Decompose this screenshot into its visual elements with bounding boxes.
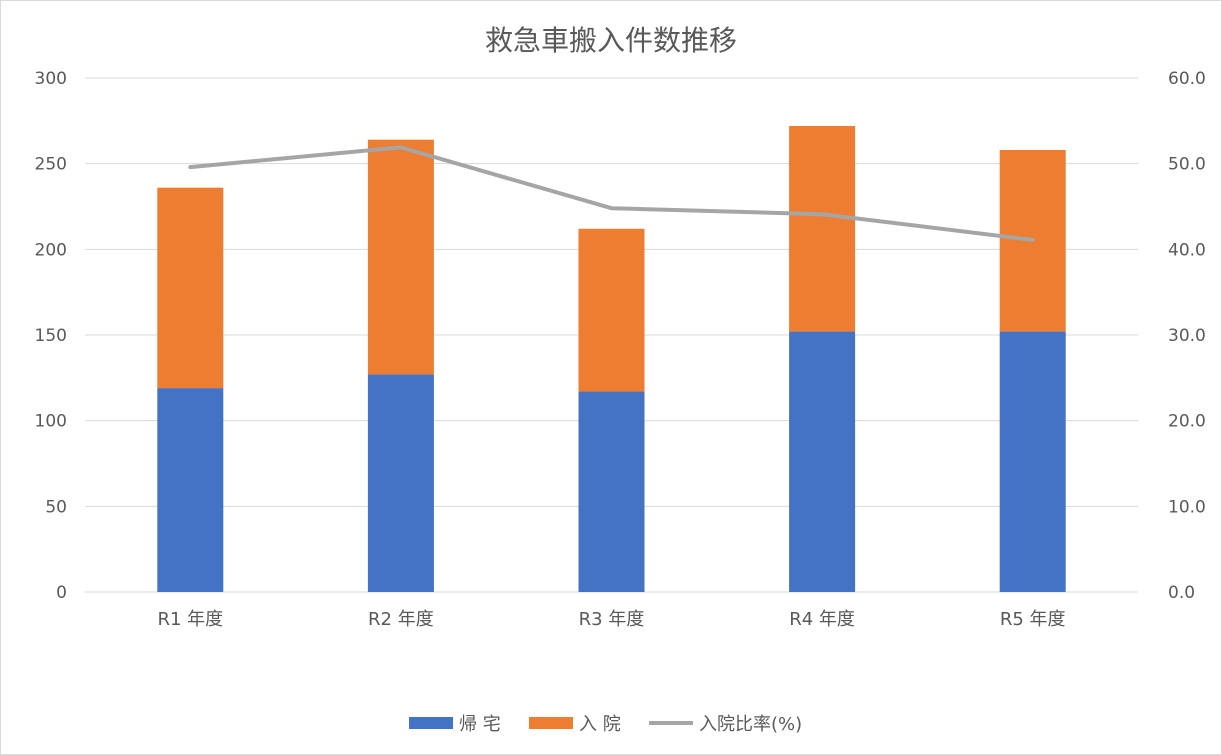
left-tick-label: 100 xyxy=(35,412,67,432)
category-labels: R1 年度 R2 年度 R3 年度 R4 年度 R5 年度 xyxy=(157,609,1065,630)
left-tick-label: 50 xyxy=(45,497,67,517)
legend-label: 入院比率(%) xyxy=(699,714,802,735)
bars xyxy=(157,125,1066,592)
category-label: R3 年度 xyxy=(579,609,645,630)
left-tick-label: 300 xyxy=(35,69,67,89)
right-tick-label: 50.0 xyxy=(1168,155,1206,175)
legend-swatch xyxy=(409,717,453,729)
bar-kitaku xyxy=(367,374,434,592)
category-label: R1 年度 xyxy=(157,609,223,630)
left-axis-ticks: 0 50 100 150 200 250 300 xyxy=(35,69,67,603)
ratio-line-path xyxy=(188,145,1035,242)
legend-label: 入 院 xyxy=(579,714,621,735)
right-tick-label: 60.0 xyxy=(1168,69,1206,89)
right-tick-label: 20.0 xyxy=(1168,412,1206,432)
legend: 帰 宅 入 院 入院比率(%) xyxy=(409,714,802,735)
bar-kitaku xyxy=(999,331,1066,592)
right-tick-label: 40.0 xyxy=(1168,240,1206,260)
bar-kitaku xyxy=(578,391,645,592)
right-axis-ticks: 0.0 10.0 20.0 30.0 40.0 50.0 60.0 xyxy=(1168,69,1206,603)
category-label: R2 年度 xyxy=(368,609,434,630)
right-tick-label: 0.0 xyxy=(1168,583,1195,603)
category-label: R5 年度 xyxy=(1000,609,1066,630)
bar-nyuin xyxy=(157,187,224,389)
right-tick-label: 10.0 xyxy=(1168,497,1206,517)
left-tick-label: 250 xyxy=(35,155,67,175)
bar-kitaku xyxy=(157,388,224,592)
legend-label: 帰 宅 xyxy=(459,714,501,735)
ratio-line xyxy=(188,145,1035,242)
bar-nyuin xyxy=(367,139,434,375)
right-tick-label: 30.0 xyxy=(1168,326,1206,346)
category-label: R4 年度 xyxy=(789,609,855,630)
legend-swatch xyxy=(529,717,573,729)
bar-kitaku xyxy=(789,331,856,592)
left-tick-label: 0 xyxy=(56,583,67,603)
bar-nyuin xyxy=(789,125,856,332)
left-tick-label: 150 xyxy=(35,326,67,346)
chart-title: 救急車搬入件数推移 xyxy=(485,24,737,57)
bar-nyuin xyxy=(578,228,645,392)
left-tick-label: 200 xyxy=(35,240,67,260)
